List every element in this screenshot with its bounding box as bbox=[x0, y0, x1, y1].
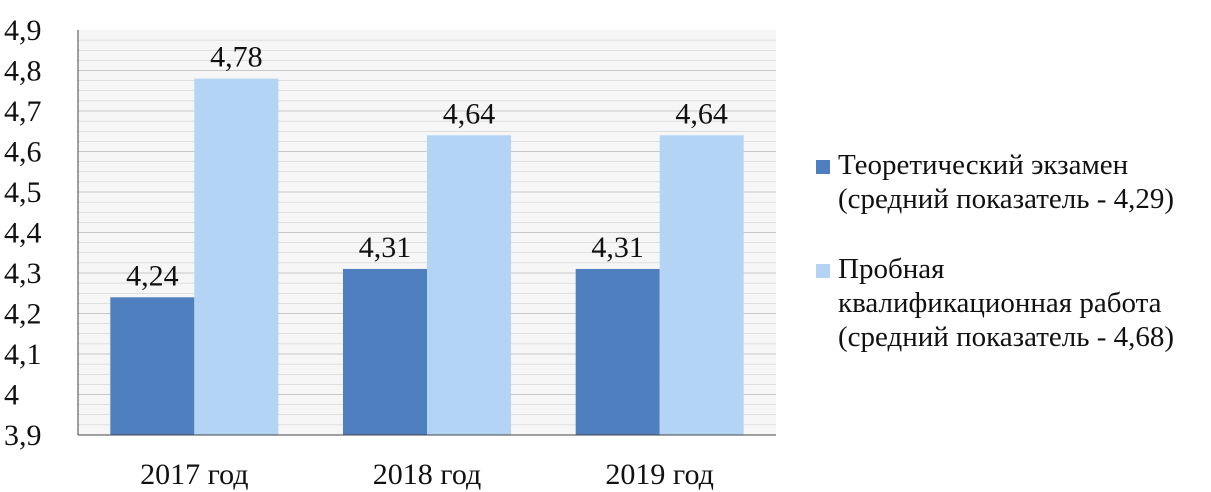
x-category-label: 2017 год bbox=[140, 458, 248, 491]
y-tick-label: 4,9 bbox=[4, 14, 42, 47]
y-tick-label: 4,7 bbox=[4, 95, 42, 128]
data-label: 4,24 bbox=[126, 259, 179, 292]
legend-label-line: квалификационная работа bbox=[838, 287, 1162, 319]
bar-trial-work bbox=[427, 135, 511, 436]
x-category-label: 2018 год bbox=[373, 458, 481, 491]
bar-theory-exam bbox=[343, 268, 427, 435]
legend-label-line: Теоретический экзамен bbox=[838, 149, 1129, 181]
bar-theory-exam bbox=[575, 268, 660, 435]
data-label: 4,78 bbox=[210, 41, 263, 74]
y-tick-label: 3,9 bbox=[4, 419, 42, 452]
bar-trial-work bbox=[659, 135, 744, 436]
bars bbox=[110, 78, 744, 436]
y-axis-ticks: 3,9 4 4,1 4,2 4,3 4,4 4,5 4,6 4,7 4,8 4,9 bbox=[4, 14, 42, 452]
y-tick-label: 4,6 bbox=[4, 136, 42, 169]
y-tick-label: 4,2 bbox=[4, 298, 42, 331]
legend-item-theory-exam: Теоретический экзамен (средний показател… bbox=[812, 148, 1207, 216]
bar-chart: 3,9 4 4,1 4,2 4,3 4,4 4,5 4,6 4,7 4,8 4,9 4,24 4,78… bbox=[4, 14, 776, 491]
y-tick-label: 4,4 bbox=[4, 217, 42, 250]
bar-theory-exam bbox=[110, 297, 195, 435]
x-axis-categories: 2017 год 2018 год 2019 год bbox=[140, 458, 714, 491]
legend-swatch-light bbox=[816, 264, 830, 278]
legend-label-line: Пробная bbox=[838, 253, 945, 285]
bar-trial-work bbox=[194, 78, 279, 435]
legend-item-trial-work: Пробная квалификационная работа (средний… bbox=[812, 252, 1207, 354]
data-label: 4,64 bbox=[675, 97, 728, 130]
legend-label-line: (средний показатель - 4,68) bbox=[838, 321, 1175, 353]
legend: Теоретический экзамен (средний показател… bbox=[812, 148, 1207, 390]
legend-label-line: (средний показатель - 4,29) bbox=[838, 183, 1175, 215]
data-label: 4,64 bbox=[443, 97, 496, 130]
y-tick-label: 4,5 bbox=[4, 176, 42, 209]
x-category-label: 2019 год bbox=[605, 458, 713, 491]
y-tick-label: 4,3 bbox=[4, 257, 42, 290]
y-tick-label: 4,1 bbox=[4, 338, 42, 371]
y-tick-label: 4,8 bbox=[4, 55, 42, 88]
data-labels: 4,24 4,78 4,31 4,64 4,31 4,64 bbox=[126, 41, 728, 293]
data-label: 4,31 bbox=[359, 231, 412, 264]
legend-swatch-dark bbox=[816, 160, 830, 174]
y-tick-label: 4 bbox=[4, 379, 19, 412]
data-label: 4,31 bbox=[591, 231, 644, 264]
